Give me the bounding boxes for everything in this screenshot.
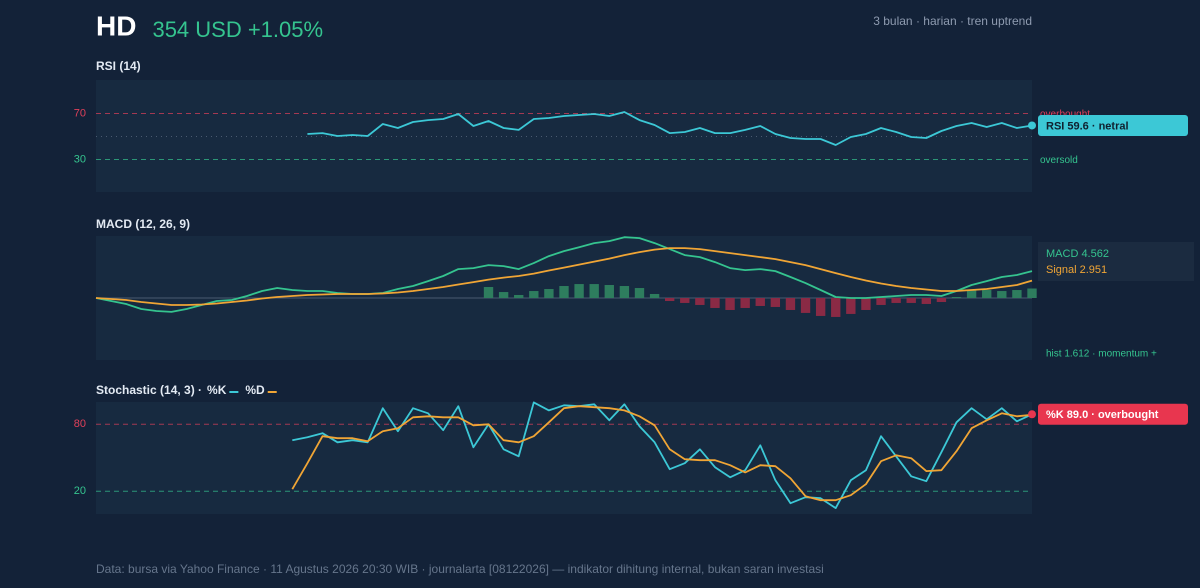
histogram-bar bbox=[589, 284, 599, 298]
y-tick-label: 70 bbox=[74, 107, 86, 119]
indicator-line bbox=[291, 405, 1033, 502]
histogram-bar bbox=[982, 290, 992, 298]
y-tick-label: 30 bbox=[74, 153, 86, 165]
histogram-bar bbox=[695, 298, 705, 305]
reference-label: oversold bbox=[1040, 155, 1078, 166]
badge bbox=[1038, 403, 1188, 425]
indicator-line bbox=[95, 236, 1033, 313]
histogram-bar bbox=[498, 292, 509, 298]
histogram-bar bbox=[1012, 290, 1022, 298]
badge-label: %K 89.0 · overbought bbox=[1046, 409, 1159, 421]
legend-label: %D bbox=[245, 383, 265, 397]
histogram-bar bbox=[680, 298, 690, 303]
histogram-bar bbox=[604, 285, 614, 298]
histogram-bar bbox=[831, 298, 841, 317]
hist-label: hist 1.612 · momentum + bbox=[1046, 349, 1157, 360]
histogram-bar bbox=[966, 290, 977, 298]
histogram-bar bbox=[770, 298, 781, 307]
histogram-bar bbox=[861, 298, 871, 310]
histogram-bar bbox=[1027, 288, 1037, 298]
badge-label: RSI 59.6 · netral bbox=[1046, 120, 1129, 132]
panel-background bbox=[96, 402, 1032, 514]
indicator-line bbox=[292, 401, 1033, 509]
panel-title: MACD (12, 26, 9) bbox=[96, 217, 190, 231]
histogram-bar bbox=[649, 293, 660, 298]
histogram-bar bbox=[921, 298, 932, 304]
info-label: MACD 4.562 bbox=[1046, 248, 1109, 260]
panel-title: Stochastic (14, 3) · bbox=[96, 383, 202, 397]
histogram-bar bbox=[876, 298, 886, 305]
histogram-bar bbox=[755, 298, 765, 306]
indicator-line bbox=[307, 111, 1033, 146]
histogram-bar bbox=[740, 298, 750, 308]
ticker: HD bbox=[96, 10, 136, 41]
histogram-bar bbox=[997, 291, 1007, 298]
histogram-bar bbox=[619, 286, 630, 298]
histogram-bar bbox=[529, 291, 539, 298]
histogram-bar bbox=[574, 284, 584, 298]
histogram-bar bbox=[483, 287, 494, 298]
y-tick-label: 80 bbox=[74, 418, 86, 430]
histogram-bar bbox=[710, 298, 720, 308]
info-label: Signal 2.951 bbox=[1046, 264, 1107, 276]
legend-label: %K bbox=[207, 383, 227, 397]
histogram-bar bbox=[800, 298, 811, 313]
info-box bbox=[1038, 242, 1194, 281]
histogram-bar bbox=[891, 298, 901, 303]
histogram-bar bbox=[951, 296, 962, 298]
footer: Data: bursa via Yahoo Finance · 11 Agust… bbox=[96, 562, 824, 576]
histogram-bar bbox=[544, 289, 554, 298]
price: 354 USD +1.05% bbox=[152, 17, 323, 42]
histogram-bar bbox=[634, 288, 645, 298]
histogram-bar bbox=[664, 298, 675, 302]
subtitle: 3 bulan · harian · tren uptrend bbox=[873, 14, 1032, 28]
panel-title: RSI (14) bbox=[96, 59, 141, 73]
histogram-bar bbox=[906, 298, 916, 303]
histogram-bar bbox=[559, 286, 569, 298]
reference-label: overbought bbox=[1040, 109, 1090, 120]
last-value-dot bbox=[1028, 410, 1036, 419]
histogram-bar bbox=[846, 298, 856, 314]
histogram-bar bbox=[725, 298, 735, 310]
histogram-bar bbox=[815, 298, 826, 316]
histogram-bar bbox=[936, 298, 947, 303]
histogram-bar bbox=[785, 298, 796, 310]
indicator-line bbox=[95, 247, 1033, 306]
histogram-bar bbox=[514, 294, 524, 298]
badge bbox=[1038, 114, 1188, 136]
last-value-dot bbox=[1028, 121, 1036, 130]
y-tick-label: 20 bbox=[74, 485, 86, 497]
